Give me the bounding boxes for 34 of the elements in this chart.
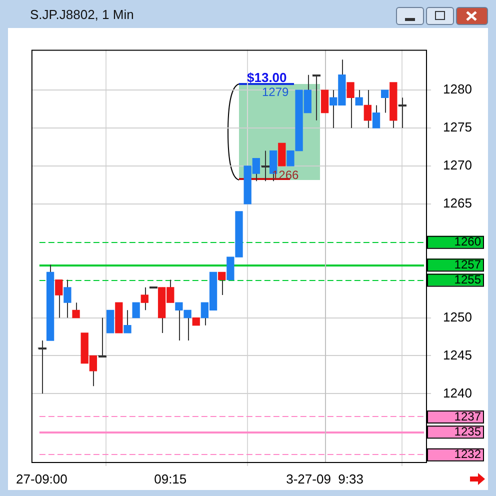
ref-line-label: 1255 <box>454 272 482 287</box>
annotation: $13.00 <box>247 70 287 85</box>
candlestick <box>380 90 389 114</box>
ref-line-label: 1257 <box>454 257 482 272</box>
candlestick <box>364 90 372 128</box>
y-tick-label: 1265 <box>443 195 472 210</box>
y-tick-label: 1275 <box>443 120 472 135</box>
x-tick-label: 3-27-09 9:33 <box>286 471 364 486</box>
ref-line-label: 1235 <box>454 424 482 438</box>
candlestick <box>355 90 363 106</box>
y-tick-label: 1270 <box>443 158 472 173</box>
y-tick-label: 1240 <box>443 385 472 400</box>
ref-line-label: 1237 <box>454 409 482 424</box>
y-tick-label: 1280 <box>443 82 472 97</box>
x-tick-label: 27-09:00 <box>16 471 68 486</box>
y-tick-label: 1250 <box>443 309 472 324</box>
candlestick <box>132 302 140 318</box>
candlestick <box>372 104 380 128</box>
chart-title: S.JP.J8802, 1 Min <box>30 7 134 22</box>
candlestick <box>64 279 72 318</box>
candlestick <box>320 90 329 114</box>
candlestick <box>346 82 354 128</box>
candlestick <box>124 310 132 334</box>
ref-line-label: 1232 <box>454 447 482 462</box>
candlestick <box>72 302 80 318</box>
candlestick <box>55 279 63 318</box>
x-tick-label: 09:15 <box>154 471 187 486</box>
ref-line-label: 1260 <box>454 234 482 249</box>
candlestick <box>278 142 286 166</box>
y-tick-label: 1245 <box>443 347 472 362</box>
candlestick <box>140 286 148 311</box>
candlestick <box>218 272 226 296</box>
candlestick <box>106 310 114 334</box>
annotation: 1279 <box>262 85 289 99</box>
